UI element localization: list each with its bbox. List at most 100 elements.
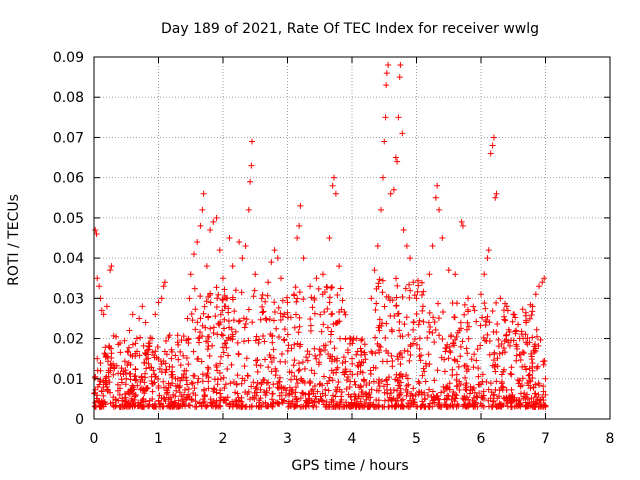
- data-point: [321, 346, 328, 353]
- data-point: [227, 335, 234, 342]
- data-point: [379, 174, 386, 181]
- data-point: [503, 394, 510, 401]
- data-point: [286, 390, 293, 397]
- data-point: [213, 214, 220, 221]
- data-point: [410, 326, 417, 333]
- data-point: [328, 311, 335, 318]
- data-point: [418, 279, 425, 286]
- x-tick-label: 7: [541, 431, 550, 447]
- data-point: [160, 283, 167, 290]
- data-point: [238, 380, 245, 387]
- data-point: [226, 324, 233, 331]
- data-point: [214, 381, 221, 388]
- data-point: [107, 365, 114, 372]
- data-point: [500, 394, 507, 401]
- data-point: [410, 279, 417, 286]
- data-point: [117, 385, 124, 392]
- data-point: [221, 286, 228, 293]
- data-point: [94, 392, 101, 399]
- data-point: [301, 365, 308, 372]
- data-point: [175, 397, 182, 404]
- data-point: [342, 358, 349, 365]
- data-point: [107, 267, 114, 274]
- data-point: [394, 282, 401, 289]
- data-point: [183, 395, 190, 402]
- data-point: [355, 393, 362, 400]
- data-point: [387, 312, 394, 319]
- data-point: [162, 369, 169, 376]
- data-point: [136, 402, 143, 409]
- data-point: [473, 357, 480, 364]
- data-point: [234, 372, 241, 379]
- data-point: [426, 309, 433, 316]
- data-point: [454, 382, 461, 389]
- data-point: [258, 379, 265, 386]
- data-point: [504, 403, 511, 410]
- data-point: [383, 320, 390, 327]
- data-point: [397, 360, 404, 367]
- data-point: [358, 348, 365, 355]
- data-point: [92, 226, 99, 233]
- data-point: [312, 352, 319, 359]
- data-point: [526, 315, 533, 322]
- data-point: [422, 360, 429, 367]
- data-point: [139, 403, 146, 410]
- data-point: [208, 402, 215, 409]
- data-point: [349, 360, 356, 367]
- data-point: [394, 311, 401, 318]
- data-point: [217, 397, 224, 404]
- x-tick-label: 6: [477, 431, 486, 447]
- data-point: [287, 376, 294, 383]
- data-point: [455, 402, 462, 409]
- data-point: [465, 335, 472, 342]
- data-point: [322, 342, 329, 349]
- data-point: [479, 371, 486, 378]
- data-point: [192, 306, 199, 313]
- data-point: [129, 398, 136, 405]
- data-point: [462, 374, 469, 381]
- data-point: [504, 307, 511, 314]
- data-point: [403, 382, 410, 389]
- data-point: [233, 381, 240, 388]
- data-point: [404, 388, 411, 395]
- data-point: [324, 305, 331, 312]
- data-point: [392, 154, 399, 161]
- data-point: [431, 339, 438, 346]
- data-point: [133, 376, 140, 383]
- data-point: [306, 396, 313, 403]
- data-point: [524, 335, 531, 342]
- data-point: [432, 194, 439, 201]
- data-point: [302, 397, 309, 404]
- data-point: [269, 396, 276, 403]
- data-point: [426, 361, 433, 368]
- data-point: [540, 388, 547, 395]
- data-point: [175, 341, 182, 348]
- y-tick-label: 0.06: [53, 171, 84, 187]
- data-point: [441, 368, 448, 375]
- data-point: [502, 317, 509, 324]
- data-point: [484, 255, 491, 262]
- data-point: [493, 329, 500, 336]
- data-point: [528, 353, 535, 360]
- data-point: [394, 378, 401, 385]
- data-point: [155, 382, 162, 389]
- data-point: [150, 403, 157, 410]
- x-axis-label: GPS time / hours: [291, 458, 408, 474]
- data-point: [530, 384, 537, 391]
- data-point: [375, 397, 382, 404]
- data-point: [513, 397, 520, 404]
- data-point: [142, 398, 149, 405]
- data-point: [503, 400, 510, 407]
- data-point: [241, 363, 248, 370]
- data-point: [403, 392, 410, 399]
- data-point: [498, 371, 505, 378]
- data-point: [267, 331, 274, 338]
- data-point: [477, 322, 484, 329]
- data-point: [233, 401, 240, 408]
- data-point: [131, 373, 138, 380]
- data-point: [529, 308, 536, 315]
- data-point: [210, 324, 217, 331]
- data-point: [534, 363, 541, 370]
- data-point: [296, 314, 303, 321]
- data-point: [518, 331, 525, 338]
